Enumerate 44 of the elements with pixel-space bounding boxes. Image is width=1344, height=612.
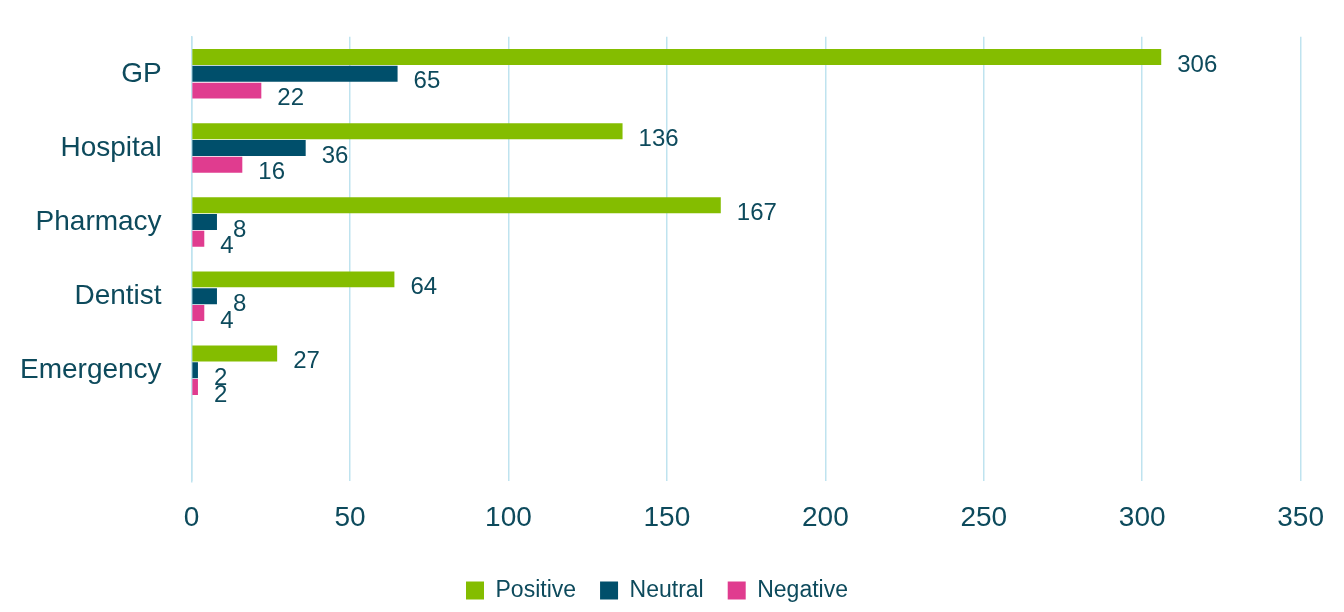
bar xyxy=(192,379,198,396)
bar xyxy=(192,156,243,173)
bar xyxy=(192,65,398,82)
legend-label: Negative xyxy=(757,575,848,602)
x-tick-label: 150 xyxy=(643,500,691,532)
x-tick-label: 300 xyxy=(1118,500,1166,532)
data-label: 22 xyxy=(277,83,305,111)
y-tick-label: Dentist xyxy=(74,278,162,310)
bar xyxy=(192,271,395,288)
data-label: 36 xyxy=(321,140,349,168)
x-tick-label: 50 xyxy=(334,500,366,532)
data-label: 167 xyxy=(736,197,777,225)
data-label: 8 xyxy=(232,214,247,242)
bar xyxy=(192,214,217,231)
bar xyxy=(192,230,205,247)
y-tick-label: GP xyxy=(121,56,162,88)
x-tick-label: 200 xyxy=(801,500,849,532)
data-label: 4 xyxy=(220,305,234,333)
data-label: 16 xyxy=(258,157,286,185)
bar xyxy=(192,288,217,305)
data-label: 306 xyxy=(1177,49,1218,77)
x-tick-label: 100 xyxy=(485,500,532,532)
data-label: 65 xyxy=(413,66,441,94)
x-tick-label: 250 xyxy=(960,500,1008,532)
y-tick-label: Pharmacy xyxy=(35,204,162,236)
bar xyxy=(192,362,198,379)
y-tick-label: Hospital xyxy=(60,130,162,162)
bar xyxy=(192,139,306,156)
bar xyxy=(192,345,278,362)
x-tick-label: 350 xyxy=(1277,500,1324,532)
bar xyxy=(192,82,262,99)
bar xyxy=(192,123,623,140)
y-tick-label: Emergency xyxy=(19,352,162,384)
bar xyxy=(192,304,205,321)
data-label: 4 xyxy=(220,231,234,259)
x-tick-label: 0 xyxy=(183,500,200,532)
data-label: 8 xyxy=(232,288,247,316)
legend-label: Positive xyxy=(495,575,577,602)
data-label: 136 xyxy=(638,123,679,151)
bar xyxy=(192,49,1162,66)
data-label: 64 xyxy=(410,271,438,299)
data-label: 27 xyxy=(293,346,320,374)
bar xyxy=(192,197,721,214)
legend-label: Neutral xyxy=(629,575,704,602)
